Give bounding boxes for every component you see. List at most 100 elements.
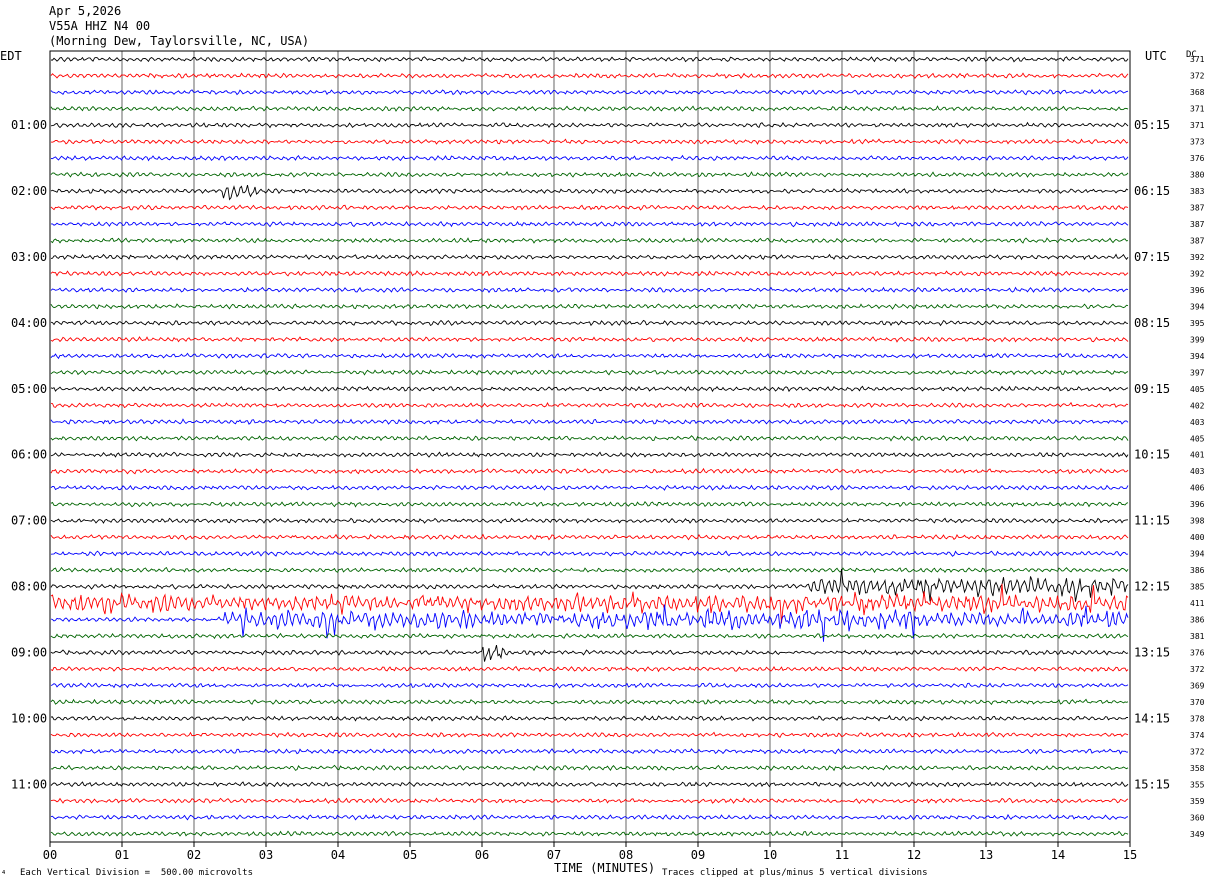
x-tick-label: 03 (259, 848, 273, 862)
x-tick-label: 01 (115, 848, 129, 862)
right-timezone-label: UTC (1145, 49, 1167, 63)
seismic-trace (50, 385, 1129, 393)
dc-offset-label: 396 (1190, 286, 1205, 295)
dc-offset-label: 387 (1190, 237, 1205, 246)
corner-mark: ⁴ (1, 870, 7, 880)
dc-offset-label: 387 (1190, 220, 1205, 229)
dc-offset-label: 380 (1190, 171, 1205, 180)
seismic-trace (50, 435, 1129, 442)
seismic-trace (50, 105, 1129, 112)
dc-offset-label: 397 (1190, 368, 1205, 377)
right-hour-label: 09:15 (1134, 382, 1170, 396)
seismic-trace (50, 121, 1129, 129)
seismic-trace (50, 533, 1129, 541)
seismic-trace (50, 352, 1129, 360)
right-hour-label: 10:15 (1134, 448, 1170, 462)
seismic-trace (50, 270, 1129, 277)
seismic-trace (50, 303, 1129, 310)
seismic-trace (50, 569, 1129, 602)
dc-offset-label: 349 (1190, 830, 1205, 839)
x-tick-label: 14 (1051, 848, 1065, 862)
seismic-trace (50, 154, 1129, 162)
right-hour-label: 13:15 (1134, 645, 1170, 659)
seismic-trace (50, 501, 1129, 508)
clip-note: Traces clipped at plus/minus 5 vertical … (662, 868, 928, 878)
left-hour-label: 04:00 (11, 316, 47, 330)
seismic-trace (50, 566, 1129, 574)
seismic-trace (50, 56, 1129, 63)
x-tick-label: 09 (691, 848, 705, 862)
dc-offset-label: 398 (1190, 517, 1205, 526)
seismic-trace (50, 797, 1129, 805)
seismic-trace (50, 813, 1129, 821)
x-tick-label: 12 (907, 848, 921, 862)
seismic-trace (50, 764, 1129, 772)
x-tick-label: 00 (43, 848, 57, 862)
header-station: V55A HHZ N4 00 (49, 19, 151, 33)
header-location: (Morning Dew, Taylorsville, NC, USA) (49, 34, 310, 48)
seismic-trace (50, 418, 1129, 425)
seismic-trace (50, 714, 1129, 722)
dc-offset-label: 405 (1190, 434, 1205, 443)
left-hour-label: 09:00 (11, 645, 47, 659)
seismic-trace (51, 220, 1129, 228)
left-hour-label: 11:00 (11, 777, 47, 791)
right-hour-label: 06:15 (1134, 184, 1170, 198)
dc-offset-label: 411 (1190, 599, 1205, 608)
left-timezone-label: EDT (0, 49, 22, 63)
dc-offset-label: 401 (1190, 451, 1205, 460)
dc-offset-label: 396 (1190, 500, 1205, 509)
seismic-trace (50, 319, 1129, 327)
right-hour-label: 15:15 (1134, 777, 1170, 791)
right-hour-label: 05:15 (1134, 118, 1170, 132)
seismic-trace (50, 72, 1129, 79)
dc-offset-label: 372 (1190, 72, 1205, 81)
seismic-trace (50, 830, 1129, 837)
seismic-trace (50, 369, 1129, 376)
dc-offset-label: 392 (1190, 269, 1205, 278)
seismic-trace (50, 88, 1129, 96)
seismic-trace (50, 204, 1129, 211)
left-hour-label: 10:00 (11, 711, 47, 725)
dc-offset-label: 378 (1190, 714, 1205, 723)
seismic-trace (50, 467, 1129, 475)
seismic-trace (50, 484, 1129, 491)
dc-offset-label: 359 (1190, 797, 1205, 806)
dc-offset-label: 395 (1190, 319, 1205, 328)
dc-offset-label: 392 (1190, 253, 1205, 262)
seismic-trace (50, 237, 1129, 244)
seismic-trace (50, 171, 1129, 178)
dc-offset-label: 381 (1190, 632, 1205, 641)
x-tick-label: 06 (475, 848, 489, 862)
dc-offset-label: 368 (1190, 88, 1205, 97)
seismic-trace (50, 682, 1129, 689)
seismic-trace (50, 583, 1129, 624)
dc-offset-label: 403 (1190, 418, 1205, 427)
seismic-trace (50, 336, 1129, 343)
right-hour-label: 08:15 (1134, 316, 1170, 330)
right-hour-label: 14:15 (1134, 711, 1170, 725)
dc-offset-label: 374 (1190, 731, 1205, 740)
x-tick-label: 04 (331, 848, 345, 862)
dc-offset-label: 360 (1190, 813, 1205, 822)
seismic-trace (50, 401, 1129, 409)
seismic-trace (50, 698, 1129, 706)
seismic-trace (50, 286, 1129, 294)
left-hour-label: 02:00 (11, 184, 47, 198)
seismic-trace (50, 644, 1129, 662)
dc-offset-label: 376 (1190, 154, 1205, 163)
seismic-trace (50, 781, 1129, 788)
dc-offset-label: 355 (1190, 780, 1205, 789)
x-tick-label: 08 (619, 848, 633, 862)
right-hour-label: 11:15 (1134, 514, 1170, 528)
dc-offset-label: 399 (1190, 335, 1205, 344)
left-hour-label: 05:00 (11, 382, 47, 396)
seismic-trace (50, 184, 1129, 201)
x-axis-title: TIME (MINUTES) (554, 861, 656, 875)
seismic-trace (50, 550, 1129, 557)
dc-offset-label: 400 (1190, 533, 1205, 542)
dc-offset-label: 402 (1190, 401, 1205, 410)
dc-offset-label: 373 (1190, 138, 1205, 147)
dc-offset-label: 372 (1190, 747, 1205, 756)
